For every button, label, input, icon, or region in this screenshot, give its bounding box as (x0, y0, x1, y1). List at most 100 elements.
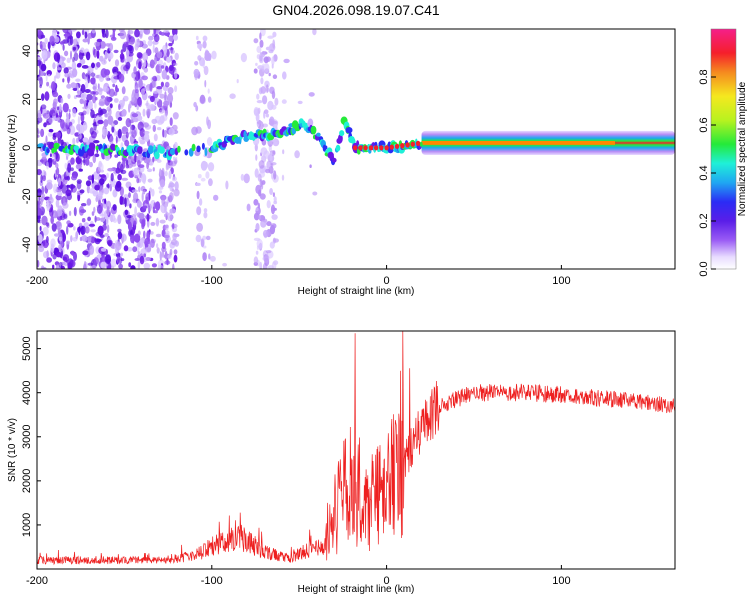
spectrogram-peak-cell (379, 145, 384, 151)
spectrogram-noise-cell (134, 43, 139, 51)
spectrogram-noise-cell (46, 236, 49, 244)
snr-x-tick-label: 0 (384, 575, 390, 587)
spectrogram-noise-cell (146, 100, 149, 109)
spectrogram-noise-cell (265, 84, 269, 94)
spectrogram-noise-cell (141, 191, 144, 202)
spectrogram-noise-cell (50, 243, 55, 253)
spectrogram-noise-cell (104, 96, 111, 106)
spectrogram-noise-cell (213, 194, 219, 201)
spectrogram-noise-cell (174, 52, 179, 61)
spectrogram-noise-cell (255, 112, 260, 123)
spectrogram-noise-cell (170, 49, 175, 54)
spectrogram-noise-cell (40, 128, 45, 138)
spectrogram-noise-cell (54, 33, 57, 39)
spectrogram-noise-cell (79, 124, 82, 135)
spectrogram-noise-cell (37, 134, 40, 138)
spectrogram-noise-cell (134, 29, 140, 38)
spectrogram-peak-cell (405, 142, 410, 148)
spectrogram-noise-cell (156, 86, 163, 90)
spectrogram-noise-cell (46, 70, 52, 76)
spectrogram-noise-cell (94, 184, 100, 191)
spectrogram-peak-cell (384, 145, 389, 151)
spectrogram-noise-cell (272, 150, 276, 155)
spectrogram-noise-cell (204, 50, 210, 59)
spectrogram-noise-cell (96, 50, 100, 59)
spectrogram-noise-cell (138, 78, 143, 89)
spectrogram-noise-cell (37, 116, 43, 124)
spectrogram-noise-cell (64, 176, 68, 180)
spectrogram-noise-cell (121, 109, 127, 117)
spectrogram-noise-cell (66, 175, 71, 181)
spectrogram-noise-cell (87, 216, 91, 222)
spectrogram-noise-cell (80, 225, 86, 235)
spectrogram-ridge-cell (196, 145, 201, 153)
spectrogram-noise-cell (149, 95, 155, 103)
spectrogram-noise-cell (144, 132, 150, 142)
spectrogram-noise-cell (202, 245, 207, 249)
spectrogram-noise-cell (124, 139, 130, 147)
spectrogram-noise-cell (60, 58, 63, 65)
spectrogram-noise-cell (256, 45, 262, 54)
spectrogram-noise-cell (51, 223, 57, 232)
spectrogram-noise-cell (255, 154, 258, 161)
spectrogram-noise-cell (197, 55, 202, 61)
spectrogram-noise-cell (171, 176, 177, 182)
spectrogram-peak-cell (368, 145, 374, 151)
spectrogram-noise-cell (64, 50, 69, 57)
spectrogram-noise-cell (78, 226, 81, 236)
spectrogram-noise-cell (78, 168, 83, 172)
spectrogram-noise-cell (262, 95, 268, 105)
spectrogram-noise-cell (258, 243, 263, 250)
spectrogram-noise-cell (204, 80, 207, 88)
spectrogram-noise-cell (42, 175, 46, 182)
spectrogram-noise-cell (97, 119, 104, 125)
spectrogram-noise-cell (53, 153, 56, 162)
spectrogram-noise-cell (63, 33, 70, 37)
spectrogram-ridge-cell (201, 142, 205, 150)
spectrogram-ridge-cell (310, 125, 317, 135)
spectrogram-noise-cell (117, 128, 122, 139)
spectrogram-noise-cell (254, 168, 259, 178)
spectrogram-noise-cell (191, 126, 199, 136)
spectrogram-noise-cell (240, 173, 245, 181)
spectrogram-noise-cell (197, 43, 203, 50)
spectrogram-noise-cell (253, 38, 259, 44)
spectrogram-noise-cell (259, 193, 266, 200)
spectrogram-noise-cell (173, 249, 178, 255)
spectrogram-noise-cell (163, 129, 167, 138)
spectrogram-noise-cell (82, 121, 88, 131)
spectrogram-noise-cell (76, 63, 82, 68)
spectrogram-noise-cell (90, 264, 97, 269)
spectrogram-noise-cell (114, 183, 122, 192)
spectrogram-noise-cell (72, 38, 78, 46)
spectrogram-noise-cell (57, 137, 62, 144)
spectrogram-noise-cell (50, 216, 54, 225)
spectrogram-noise-cell (92, 94, 97, 104)
spectrogram-noise-cell (68, 109, 71, 113)
spectrogram-noise-cell (84, 89, 91, 93)
spectrogram-noise-cell (106, 172, 109, 179)
spectrogram-noise-cell (131, 129, 137, 139)
spectrogram-noise-cell (100, 174, 106, 178)
spectrogram-noise-cell (282, 71, 287, 80)
snr-y-tick-label: 1000 (21, 513, 33, 537)
spectrogram-noise-cell (98, 98, 106, 106)
spectrogram-noise-cell (118, 263, 123, 269)
spectrogram-noise-cell (128, 192, 131, 199)
spectrogram-noise-cell (208, 253, 211, 260)
spectrogram-noise-cell (164, 213, 167, 217)
spectrogram-noise-cell (64, 162, 68, 170)
spectrogram-peak-cell (358, 145, 363, 151)
spectrogram-noise-cell (43, 122, 47, 128)
spectrogram-noise-cell (125, 131, 129, 139)
spectrogram-noise-cell (119, 29, 127, 40)
spectrogram-noise-cell (259, 261, 263, 269)
spectrogram-noise-cell (136, 64, 139, 68)
spectrogram-frame (36, 28, 676, 270)
spectrogram-noise-cell (78, 205, 85, 216)
spectrogram-noise-cell (312, 29, 317, 36)
spectrogram-noise-cell (134, 206, 138, 217)
spectrogram-noise-cell (255, 62, 258, 66)
spectrogram-noise-cell (112, 189, 118, 198)
spectrogram-noise-cell (83, 156, 86, 166)
